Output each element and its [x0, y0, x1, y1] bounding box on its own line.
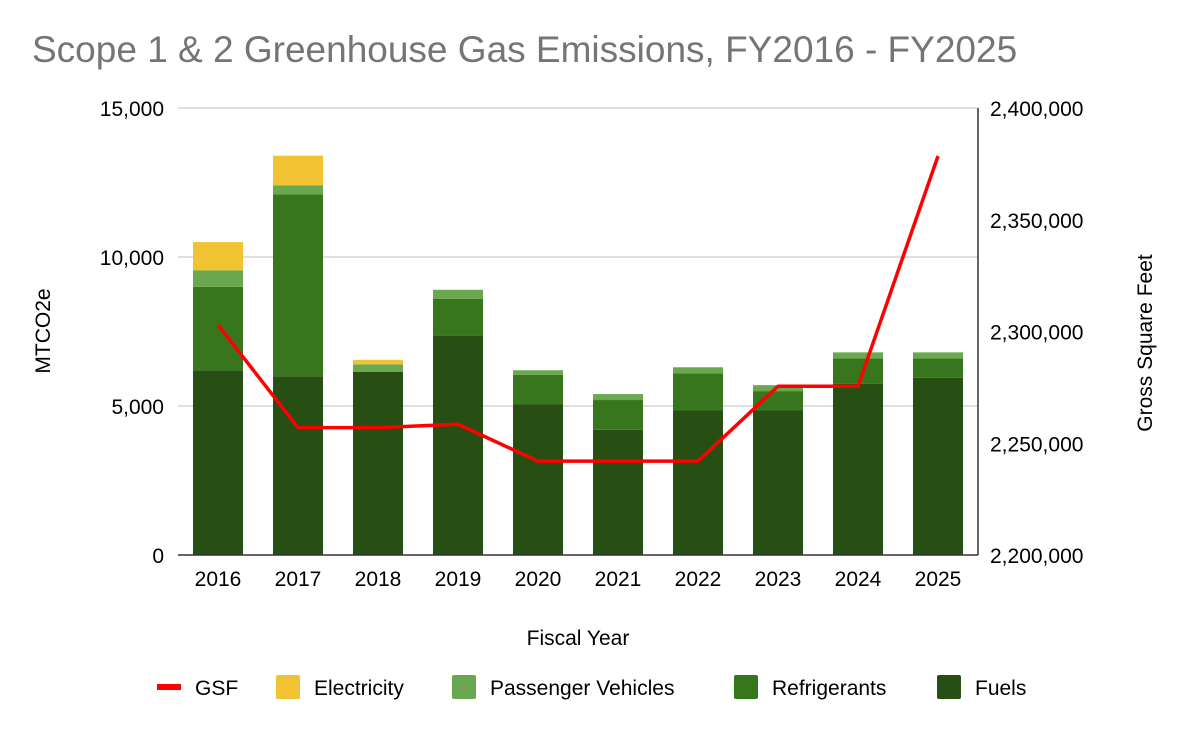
y2-tick-label: 2,300,000 [990, 322, 1083, 345]
bar-passenger-vehicles-2019 [433, 289, 483, 299]
bar-passenger-vehicles-2021 [593, 394, 643, 401]
x-tick-label: 2022 [675, 568, 722, 591]
bar-fuels-2023 [753, 410, 803, 555]
y-tick-label: 10,000 [100, 247, 164, 270]
legend: GSF Electricity Passenger Vehicles Refriger… [157, 675, 1026, 700]
bar-fuels-2021 [593, 429, 643, 555]
bar-passenger-vehicles-2016 [193, 270, 243, 287]
x-tick-label: 2018 [355, 568, 402, 591]
y-axis-label: MTCO2e [32, 288, 55, 373]
bar-fuels-2018 [353, 371, 403, 555]
bar-passenger-vehicles-2020 [513, 370, 563, 375]
bar-refrigerants-2020 [513, 374, 563, 405]
bar-passenger-vehicles-2024 [833, 352, 883, 359]
bar-refrigerants-2021 [593, 400, 643, 430]
bar-refrigerants-2016 [193, 286, 243, 371]
bar-fuels-2022 [673, 410, 723, 555]
bar-refrigerants-2019 [433, 298, 483, 336]
bar-passenger-vehicles-2018 [353, 364, 403, 372]
y2-tick-label: 2,250,000 [990, 433, 1083, 456]
x-tick-label: 2017 [275, 568, 322, 591]
y-tick-label: 15,000 [100, 98, 164, 121]
legend-swatch-fuels [937, 675, 961, 699]
gsf-line-layer [216, 155, 940, 463]
y-tick-label: 0 [152, 545, 164, 568]
y2-tick-label: 2,200,000 [990, 545, 1083, 568]
x-tick-label: 2020 [515, 568, 562, 591]
bar-passenger-vehicles-2025 [913, 352, 963, 359]
legend-swatch-electricity [276, 675, 300, 699]
legend-label-gsf: GSF [195, 677, 238, 700]
legend-label-passenger-vehicles: Passenger Vehicles [490, 677, 674, 700]
bar-electricity-2016 [193, 242, 243, 271]
legend-swatch-passenger-vehicles [452, 675, 476, 699]
legend-label-electricity: Electricity [314, 677, 404, 700]
legend-swatch-gsf [157, 684, 181, 690]
bar-passenger-vehicles-2017 [273, 185, 323, 195]
axes: 0 5,000 10,000 15,000 2,200,000 2,250,000 2,30… [100, 98, 1084, 591]
bar-refrigerants-2022 [673, 373, 723, 411]
bar-fuels-2016 [193, 370, 243, 555]
bar-refrigerants-2017 [273, 194, 323, 377]
legend-swatch-refrigerants [734, 675, 758, 699]
bar-electricity-2017 [273, 155, 323, 186]
bar-fuels-2025 [913, 377, 963, 555]
y2-axis-label: Gross Square Feet [1134, 254, 1157, 432]
x-tick-label: 2021 [595, 568, 642, 591]
x-tick-label: 2023 [755, 568, 802, 591]
bar-refrigerants-2025 [913, 358, 963, 378]
bars [193, 155, 963, 555]
x-tick-label: 2024 [835, 568, 882, 591]
legend-label-fuels: Fuels [975, 677, 1026, 700]
bar-fuels-2024 [833, 383, 883, 555]
y2-tick-label: 2,400,000 [990, 98, 1083, 121]
x-axis-label: Fiscal Year [527, 627, 630, 650]
bar-refrigerants-2024 [833, 358, 883, 384]
y-tick-label: 5,000 [111, 396, 164, 419]
bar-fuels-2019 [433, 335, 483, 555]
chart-title: Scope 1 & 2 Greenhouse Gas Emissions, FY… [32, 29, 1017, 70]
legend-label-refrigerants: Refrigerants [772, 677, 886, 700]
x-tick-label: 2019 [435, 568, 482, 591]
x-tick-label: 2025 [915, 568, 962, 591]
y2-tick-label: 2,350,000 [990, 210, 1083, 233]
bar-fuels-2020 [513, 404, 563, 555]
x-tick-label: 2016 [195, 568, 242, 591]
bar-electricity-2018 [353, 359, 403, 365]
bar-passenger-vehicles-2022 [673, 367, 723, 374]
gsf-line [216, 155, 940, 463]
